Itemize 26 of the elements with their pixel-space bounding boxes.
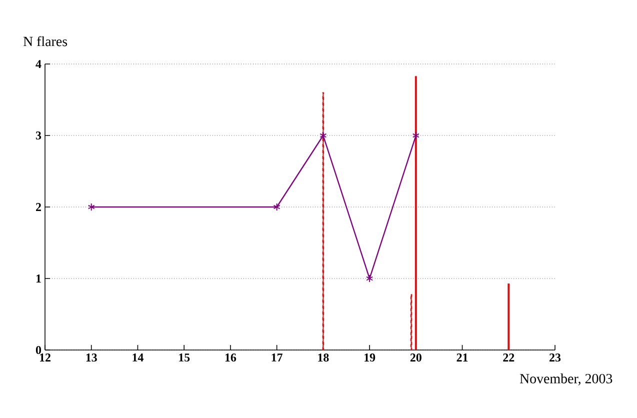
point [88,203,95,211]
y-tick-label: 3 [36,131,42,140]
y-tick-label: 2 [36,203,41,211]
x-tick-label: 16 [225,354,236,362]
x-tick-label: 13 [86,354,97,362]
point [412,132,420,140]
point [273,203,280,211]
point [320,132,327,140]
x-tick-label: 15 [179,354,190,362]
bar [508,284,510,350]
x-tick-label: 23 [550,354,561,362]
x-tick-label: 18 [318,354,329,362]
x-axis-title: November, 2003 [520,374,612,386]
y-axis-title: N flares [23,36,68,46]
x-tick-label: 19 [364,354,376,362]
y-tick-label: 4 [36,60,42,68]
point [366,274,374,282]
x-tick-label: 21 [456,354,468,362]
x-tick-label: 12 [40,354,50,362]
x-tick-label: 17 [272,354,283,362]
x-tick-label: 22 [503,354,514,362]
x-tick-label: 20 [410,354,422,362]
x-tick-label: 14 [132,354,144,362]
bar [414,76,417,350]
y-tick-label: 1 [36,274,41,282]
y-tick-label: 0 [36,346,42,354]
